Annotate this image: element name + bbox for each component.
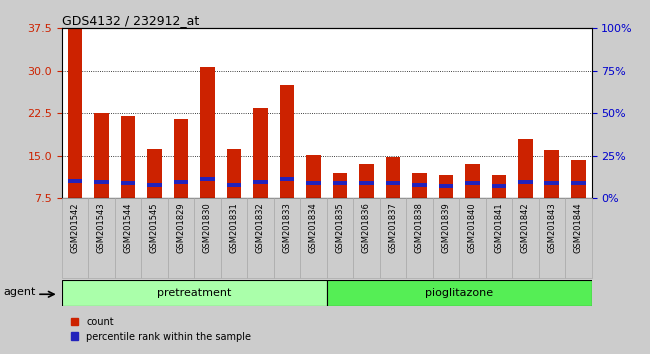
FancyBboxPatch shape bbox=[565, 198, 592, 278]
Text: GSM201838: GSM201838 bbox=[415, 202, 424, 253]
Text: GSM201833: GSM201833 bbox=[282, 202, 291, 253]
Text: GSM201830: GSM201830 bbox=[203, 202, 212, 253]
Text: GSM201832: GSM201832 bbox=[256, 202, 265, 253]
Bar bbox=[359, 164, 374, 241]
Text: GSM201836: GSM201836 bbox=[362, 202, 371, 253]
FancyBboxPatch shape bbox=[141, 198, 168, 278]
Bar bbox=[306, 155, 320, 241]
Text: GSM201544: GSM201544 bbox=[124, 202, 133, 253]
Bar bbox=[68, 29, 83, 241]
FancyBboxPatch shape bbox=[62, 198, 88, 278]
FancyBboxPatch shape bbox=[326, 280, 592, 306]
Bar bbox=[94, 113, 109, 241]
Bar bbox=[333, 181, 347, 185]
Bar bbox=[518, 139, 532, 241]
FancyBboxPatch shape bbox=[459, 198, 486, 278]
FancyBboxPatch shape bbox=[88, 198, 115, 278]
FancyBboxPatch shape bbox=[300, 198, 326, 278]
Bar bbox=[200, 177, 214, 181]
Text: pioglitazone: pioglitazone bbox=[425, 288, 493, 298]
Bar bbox=[333, 173, 347, 241]
Bar bbox=[412, 173, 426, 241]
Text: GSM201835: GSM201835 bbox=[335, 202, 345, 253]
Bar bbox=[280, 85, 294, 241]
Bar bbox=[253, 180, 268, 184]
FancyBboxPatch shape bbox=[380, 198, 406, 278]
FancyBboxPatch shape bbox=[512, 198, 538, 278]
Text: GSM201543: GSM201543 bbox=[97, 202, 106, 253]
FancyBboxPatch shape bbox=[168, 198, 194, 278]
Bar bbox=[94, 180, 109, 184]
Bar bbox=[491, 184, 506, 188]
Bar bbox=[200, 67, 214, 241]
Bar bbox=[465, 164, 480, 241]
Bar bbox=[147, 183, 162, 187]
Bar bbox=[359, 181, 374, 185]
FancyBboxPatch shape bbox=[326, 198, 353, 278]
Bar bbox=[545, 181, 559, 185]
Bar bbox=[306, 181, 320, 185]
Bar bbox=[439, 175, 453, 241]
Text: GSM201542: GSM201542 bbox=[70, 202, 79, 253]
FancyBboxPatch shape bbox=[62, 280, 326, 306]
Bar bbox=[227, 149, 241, 241]
Text: GSM201545: GSM201545 bbox=[150, 202, 159, 253]
Text: GSM201834: GSM201834 bbox=[309, 202, 318, 253]
Text: GSM201829: GSM201829 bbox=[176, 202, 185, 253]
FancyBboxPatch shape bbox=[274, 198, 300, 278]
Bar bbox=[253, 108, 268, 241]
Text: GSM201831: GSM201831 bbox=[229, 202, 239, 253]
Bar bbox=[465, 181, 480, 185]
Bar bbox=[68, 179, 83, 183]
Text: GSM201839: GSM201839 bbox=[441, 202, 450, 253]
Bar bbox=[439, 184, 453, 188]
Text: GSM201837: GSM201837 bbox=[388, 202, 397, 253]
Text: pretreatment: pretreatment bbox=[157, 288, 231, 298]
Text: GSM201843: GSM201843 bbox=[547, 202, 556, 253]
Text: GDS4132 / 232912_at: GDS4132 / 232912_at bbox=[62, 14, 199, 27]
Bar bbox=[174, 119, 188, 241]
Bar bbox=[121, 181, 135, 185]
Text: GSM201840: GSM201840 bbox=[468, 202, 477, 253]
FancyBboxPatch shape bbox=[486, 198, 512, 278]
Bar bbox=[571, 160, 586, 241]
Bar bbox=[412, 183, 426, 187]
FancyBboxPatch shape bbox=[221, 198, 247, 278]
Bar bbox=[174, 180, 188, 184]
Bar bbox=[147, 149, 162, 241]
Bar bbox=[571, 181, 586, 185]
Bar bbox=[518, 180, 532, 184]
Text: agent: agent bbox=[3, 287, 36, 297]
FancyBboxPatch shape bbox=[115, 198, 141, 278]
FancyBboxPatch shape bbox=[247, 198, 274, 278]
Legend: count, percentile rank within the sample: count, percentile rank within the sample bbox=[66, 313, 255, 346]
FancyBboxPatch shape bbox=[538, 198, 565, 278]
Bar bbox=[385, 181, 400, 185]
FancyBboxPatch shape bbox=[433, 198, 459, 278]
Bar bbox=[491, 175, 506, 241]
FancyBboxPatch shape bbox=[353, 198, 380, 278]
Text: GSM201844: GSM201844 bbox=[574, 202, 583, 253]
Bar bbox=[385, 158, 400, 241]
Bar bbox=[227, 183, 241, 187]
Text: GSM201842: GSM201842 bbox=[521, 202, 530, 253]
Bar bbox=[121, 116, 135, 241]
Text: GSM201841: GSM201841 bbox=[494, 202, 503, 253]
FancyBboxPatch shape bbox=[194, 198, 221, 278]
FancyBboxPatch shape bbox=[406, 198, 433, 278]
Bar bbox=[545, 150, 559, 241]
Bar bbox=[280, 177, 294, 181]
